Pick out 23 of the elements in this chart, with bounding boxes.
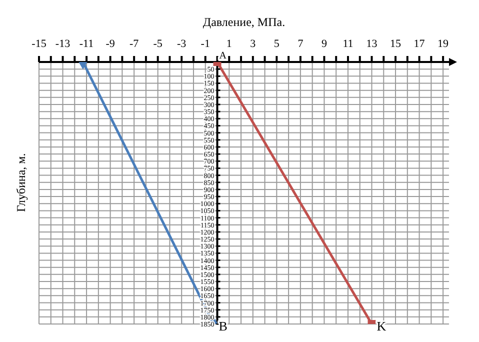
x-tick-label: -7 <box>129 38 140 50</box>
x-tick-label: 7 <box>298 38 304 50</box>
x-axis-title: Давление, МПа. <box>202 15 286 29</box>
x-tick-label: 3 <box>250 38 256 50</box>
annotation: B <box>218 318 228 334</box>
x-tick-label: 17 <box>414 38 426 50</box>
x-tick-label: 9 <box>321 38 328 50</box>
y-axis-title: Глубина, м. <box>14 153 29 212</box>
x-tick-label: 5 <box>274 38 280 50</box>
x-tick-label: -11 <box>79 38 94 50</box>
x-tick-label: -9 <box>106 38 116 50</box>
x-tick-label: -3 <box>177 38 187 50</box>
x-tick-label: 1 <box>226 38 232 50</box>
x-tick-label: 11 <box>342 38 354 50</box>
x-tick-label: -15 <box>32 38 47 50</box>
annotation: A <box>219 50 228 62</box>
x-tick-label: 13 <box>366 38 378 50</box>
x-tick-label: 15 <box>390 38 402 50</box>
x-tick-label: -13 <box>55 38 71 50</box>
x-tick-label: -5 <box>153 38 163 50</box>
x-tick-label: 19 <box>438 38 450 50</box>
annotation: K <box>376 318 387 334</box>
x-tick-label: -1 <box>200 38 210 50</box>
